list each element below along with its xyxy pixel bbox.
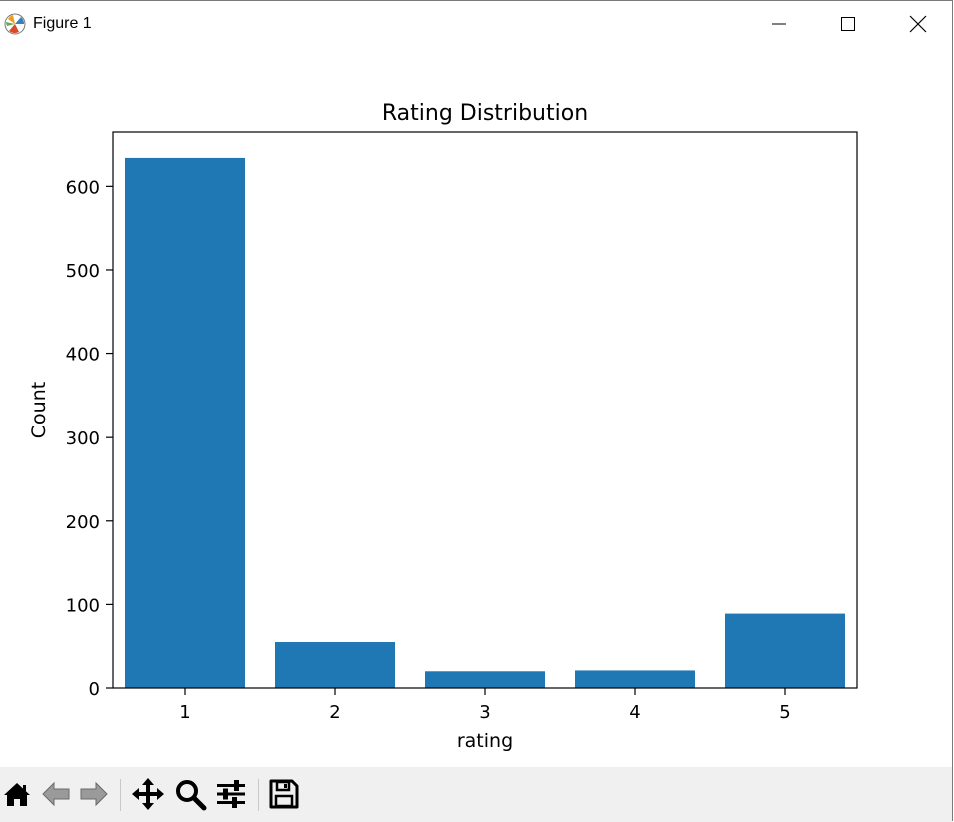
save-button[interactable]	[267, 777, 301, 811]
toolbar-separator	[258, 779, 259, 811]
y-tick-label: 200	[66, 512, 100, 533]
y-tick-label: 500	[66, 261, 100, 282]
title-bar: Figure 1	[0, 1, 952, 47]
sliders-icon	[217, 780, 245, 808]
toolbar-separator	[120, 779, 121, 811]
y-tick-label: 600	[66, 177, 100, 198]
maximize-button[interactable]	[825, 1, 871, 47]
floppy-disk-icon	[269, 779, 299, 809]
figure-canvas[interactable]: Rating Distribution 0 100 200 300 400 500 600 …	[0, 47, 952, 767]
y-tick-label: 400	[66, 345, 100, 366]
bar-5	[725, 613, 845, 688]
bar-4	[575, 670, 695, 688]
forward-arrow-icon	[80, 781, 108, 807]
bar-1	[125, 157, 245, 688]
plot-frame	[112, 131, 858, 689]
home-icon	[4, 783, 30, 806]
bar-2	[275, 642, 395, 688]
zoom-button[interactable]	[173, 777, 207, 811]
home-button[interactable]	[0, 777, 34, 811]
window-title: Figure 1	[33, 15, 92, 32]
maximize-icon	[841, 17, 855, 31]
y-tick-label: 100	[66, 595, 100, 616]
bar-3	[425, 671, 545, 688]
x-tick-label: 3	[479, 702, 490, 723]
move-icon	[132, 778, 164, 810]
y-axis-label: Count	[28, 382, 50, 438]
y-tick-label: 0	[89, 679, 100, 700]
matplotlib-logo-icon	[4, 13, 26, 35]
back-button[interactable]	[39, 777, 73, 811]
back-arrow-icon	[42, 781, 70, 807]
pan-button[interactable]	[131, 777, 165, 811]
navigation-toolbar	[0, 767, 952, 822]
y-tick-label: 300	[66, 428, 100, 449]
close-icon	[909, 15, 927, 33]
x-tick-label: 4	[629, 702, 640, 723]
x-tick-label: 5	[779, 702, 790, 723]
bar-chart: Rating Distribution 0100200300400500600 …	[28, 101, 858, 752]
x-axis-label: rating	[457, 730, 513, 752]
minimize-button[interactable]	[756, 1, 802, 47]
configure-subplots-button[interactable]	[214, 777, 248, 811]
forward-button[interactable]	[77, 777, 111, 811]
chart-title: Rating Distribution	[382, 101, 588, 126]
close-button[interactable]	[895, 1, 941, 47]
x-tick-label: 1	[179, 702, 190, 723]
magnifier-icon	[176, 780, 207, 811]
x-tick-label: 2	[329, 702, 340, 723]
minimize-icon	[772, 23, 786, 25]
